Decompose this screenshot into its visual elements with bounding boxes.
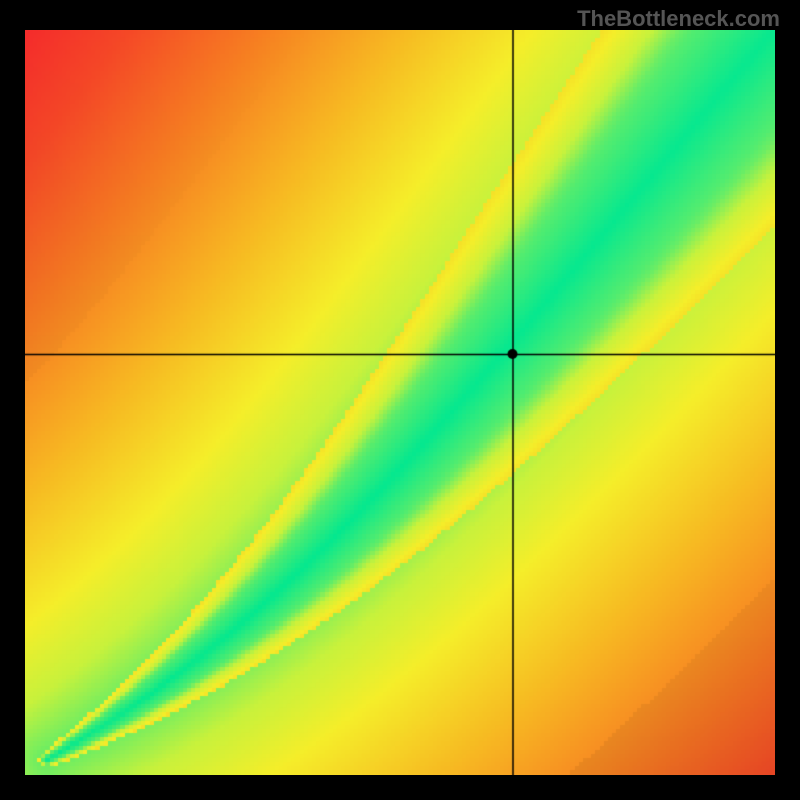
bottleneck-heatmap	[25, 30, 775, 775]
chart-container: TheBottleneck.com	[0, 0, 800, 800]
watermark-text: TheBottleneck.com	[577, 6, 780, 32]
